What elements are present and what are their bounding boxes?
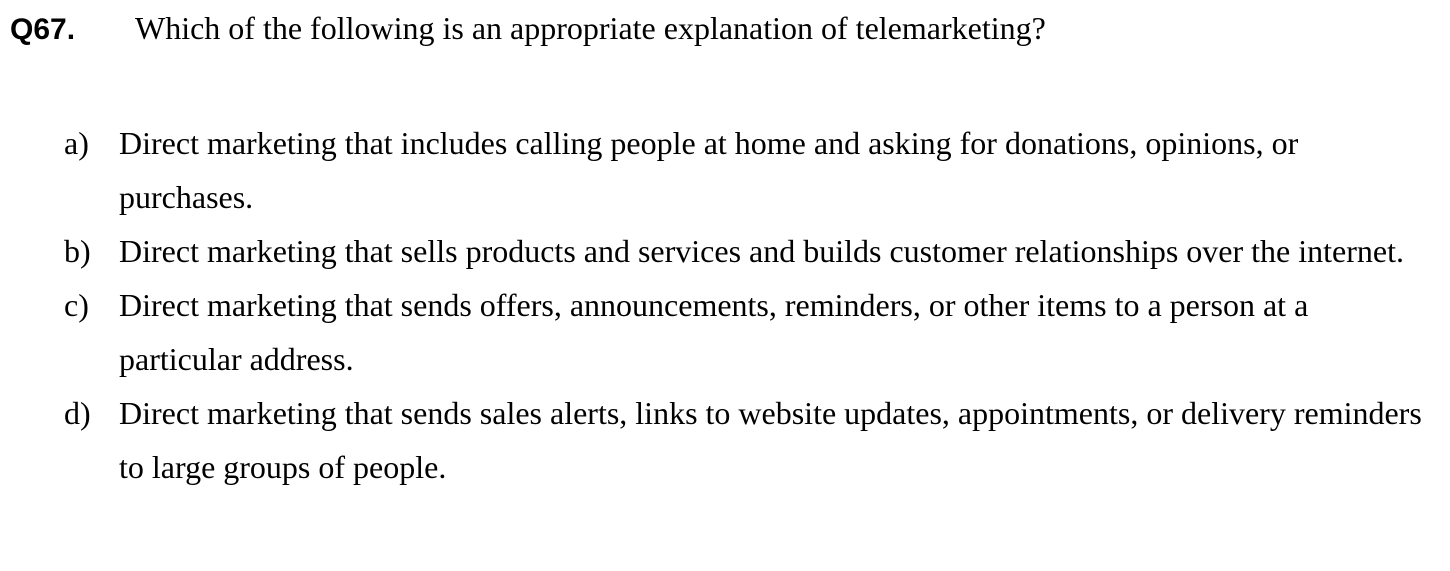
option-text: Direct marketing that sends sales alerts…: [119, 395, 1422, 485]
option-letter: d): [64, 395, 91, 431]
option-d[interactable]: d) Direct marketing that sends sales ale…: [64, 386, 1434, 494]
answer-options: a) Direct marketing that includes callin…: [64, 116, 1434, 494]
question-text: Which of the following is an appropriate…: [135, 10, 1046, 46]
question-number: Q67.: [10, 13, 76, 46]
option-text: Direct marketing that sends offers, anno…: [119, 287, 1309, 377]
option-a[interactable]: a) Direct marketing that includes callin…: [64, 116, 1434, 224]
option-letter: a): [64, 125, 89, 161]
option-letter: c): [64, 287, 89, 323]
option-c[interactable]: c) Direct marketing that sends offers, a…: [64, 278, 1434, 386]
question-header: Q67. Which of the following is an approp…: [10, 10, 1046, 58]
option-letter: b): [64, 233, 91, 269]
option-text: Direct marketing that includes calling p…: [119, 125, 1299, 215]
option-b[interactable]: b) Direct marketing that sells products …: [64, 224, 1434, 278]
option-text: Direct marketing that sells products and…: [119, 233, 1404, 269]
